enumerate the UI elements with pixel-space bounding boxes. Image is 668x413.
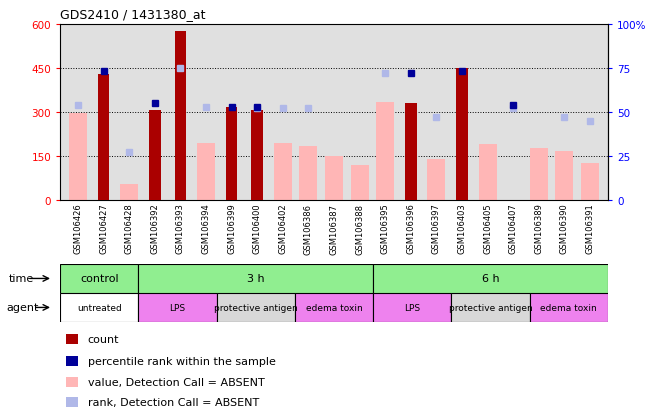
Bar [530, 149, 548, 200]
Bar [325, 157, 343, 200]
Text: 6 h: 6 h [482, 274, 499, 284]
Bar [65, 335, 77, 344]
Text: rank, Detection Call = ABSENT: rank, Detection Call = ABSENT [88, 397, 259, 407]
Bar [456, 69, 468, 200]
Bar [351, 165, 369, 200]
Bar [373, 264, 608, 293]
Bar [376, 102, 394, 200]
Bar [138, 293, 216, 322]
Bar [428, 159, 446, 200]
Bar [65, 377, 77, 387]
Text: 3 h: 3 h [247, 274, 265, 284]
Text: edema toxin: edema toxin [306, 303, 362, 312]
Bar [216, 293, 295, 322]
Bar [98, 74, 110, 200]
Bar [65, 356, 77, 366]
Bar [373, 293, 452, 322]
Bar [226, 108, 237, 200]
Bar [197, 143, 215, 200]
Text: protective antigen: protective antigen [214, 303, 298, 312]
Text: edema toxin: edema toxin [540, 303, 597, 312]
Bar [405, 104, 417, 200]
Text: protective antigen: protective antigen [449, 303, 532, 312]
Bar [174, 32, 186, 200]
Text: value, Detection Call = ABSENT: value, Detection Call = ABSENT [88, 377, 265, 387]
Text: control: control [80, 274, 118, 284]
Bar [274, 143, 292, 200]
Bar [452, 293, 530, 322]
Bar [530, 293, 608, 322]
Bar [299, 146, 317, 200]
Bar [149, 111, 160, 200]
Bar [555, 152, 573, 200]
Bar [581, 164, 599, 200]
Bar [478, 145, 496, 200]
Bar [69, 114, 87, 200]
Text: agent: agent [6, 303, 38, 313]
Text: GDS2410 / 1431380_at: GDS2410 / 1431380_at [60, 8, 206, 21]
Text: count: count [88, 335, 119, 344]
Bar [251, 111, 263, 200]
Bar [120, 184, 138, 200]
Text: time: time [9, 274, 34, 284]
Bar [138, 264, 373, 293]
Bar [60, 264, 138, 293]
Bar [60, 293, 138, 322]
Text: percentile rank within the sample: percentile rank within the sample [88, 356, 275, 366]
Bar [65, 397, 77, 407]
Text: LPS: LPS [404, 303, 420, 312]
Text: LPS: LPS [170, 303, 186, 312]
Text: untreated: untreated [77, 303, 122, 312]
Bar [295, 293, 373, 322]
